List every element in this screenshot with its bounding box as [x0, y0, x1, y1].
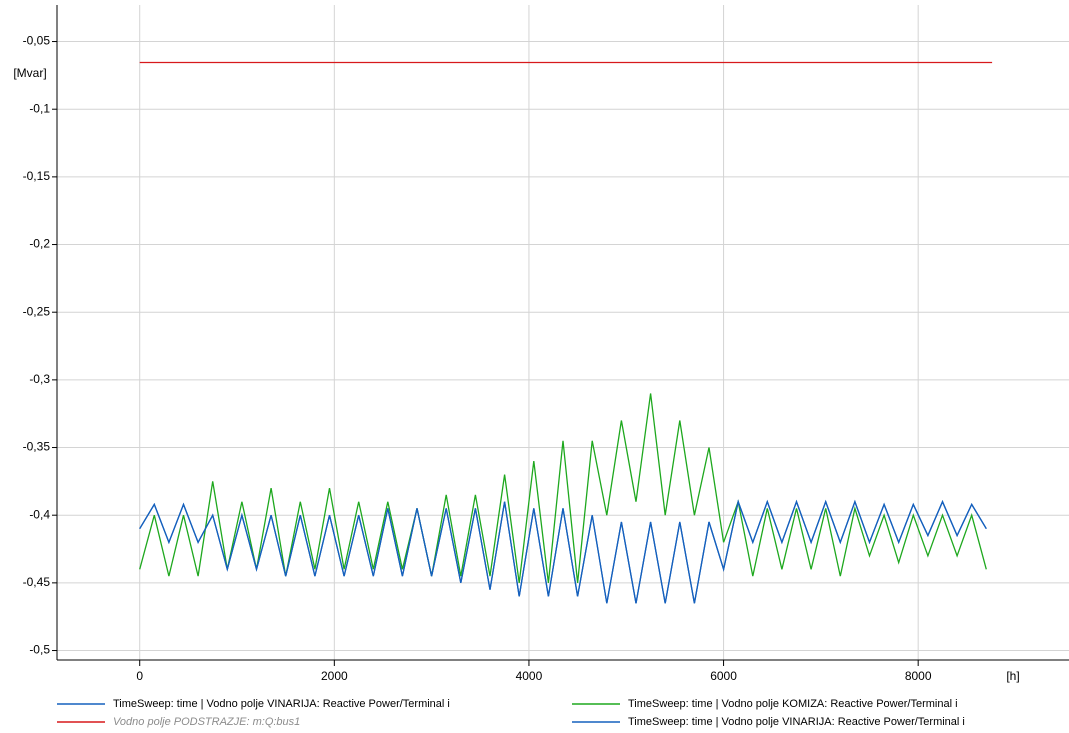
- x-tick-label: 0: [136, 669, 143, 683]
- y-tick-label: -0,4: [29, 507, 50, 521]
- data-line: [139, 393, 987, 583]
- y-tick-label: -0,35: [23, 440, 51, 454]
- x-tick-label: 8000: [905, 669, 932, 683]
- y-tick-label: -0,3: [29, 372, 50, 386]
- data-line: [139, 499, 987, 604]
- x-tick-label: 4000: [516, 669, 543, 683]
- y-tick-label: -0,1: [29, 101, 50, 115]
- data-line: [139, 499, 987, 604]
- legend-label: TimeSweep: time | Vodno polje VINARIJA: …: [628, 716, 965, 728]
- legend-label: TimeSweep: time | Vodno polje KOMIZA: Re…: [628, 698, 958, 710]
- y-tick-label: -0,5: [29, 643, 50, 657]
- legend-label: Vodno polje PODSTRAZJE: m:Q:bus1: [113, 716, 300, 728]
- y-tick-label: -0,2: [29, 237, 50, 251]
- x-unit: [h]: [1006, 669, 1019, 683]
- x-tick-label: 2000: [321, 669, 348, 683]
- y-unit: [Mvar]: [13, 66, 46, 80]
- y-tick-label: -0,05: [23, 34, 51, 48]
- y-tick-label: -0,45: [23, 575, 51, 589]
- y-tick-label: -0,25: [23, 304, 51, 318]
- x-tick-label: 6000: [710, 669, 737, 683]
- y-tick-label: -0,15: [23, 169, 51, 183]
- legend-label: TimeSweep: time | Vodno polje VINARIJA: …: [113, 698, 450, 710]
